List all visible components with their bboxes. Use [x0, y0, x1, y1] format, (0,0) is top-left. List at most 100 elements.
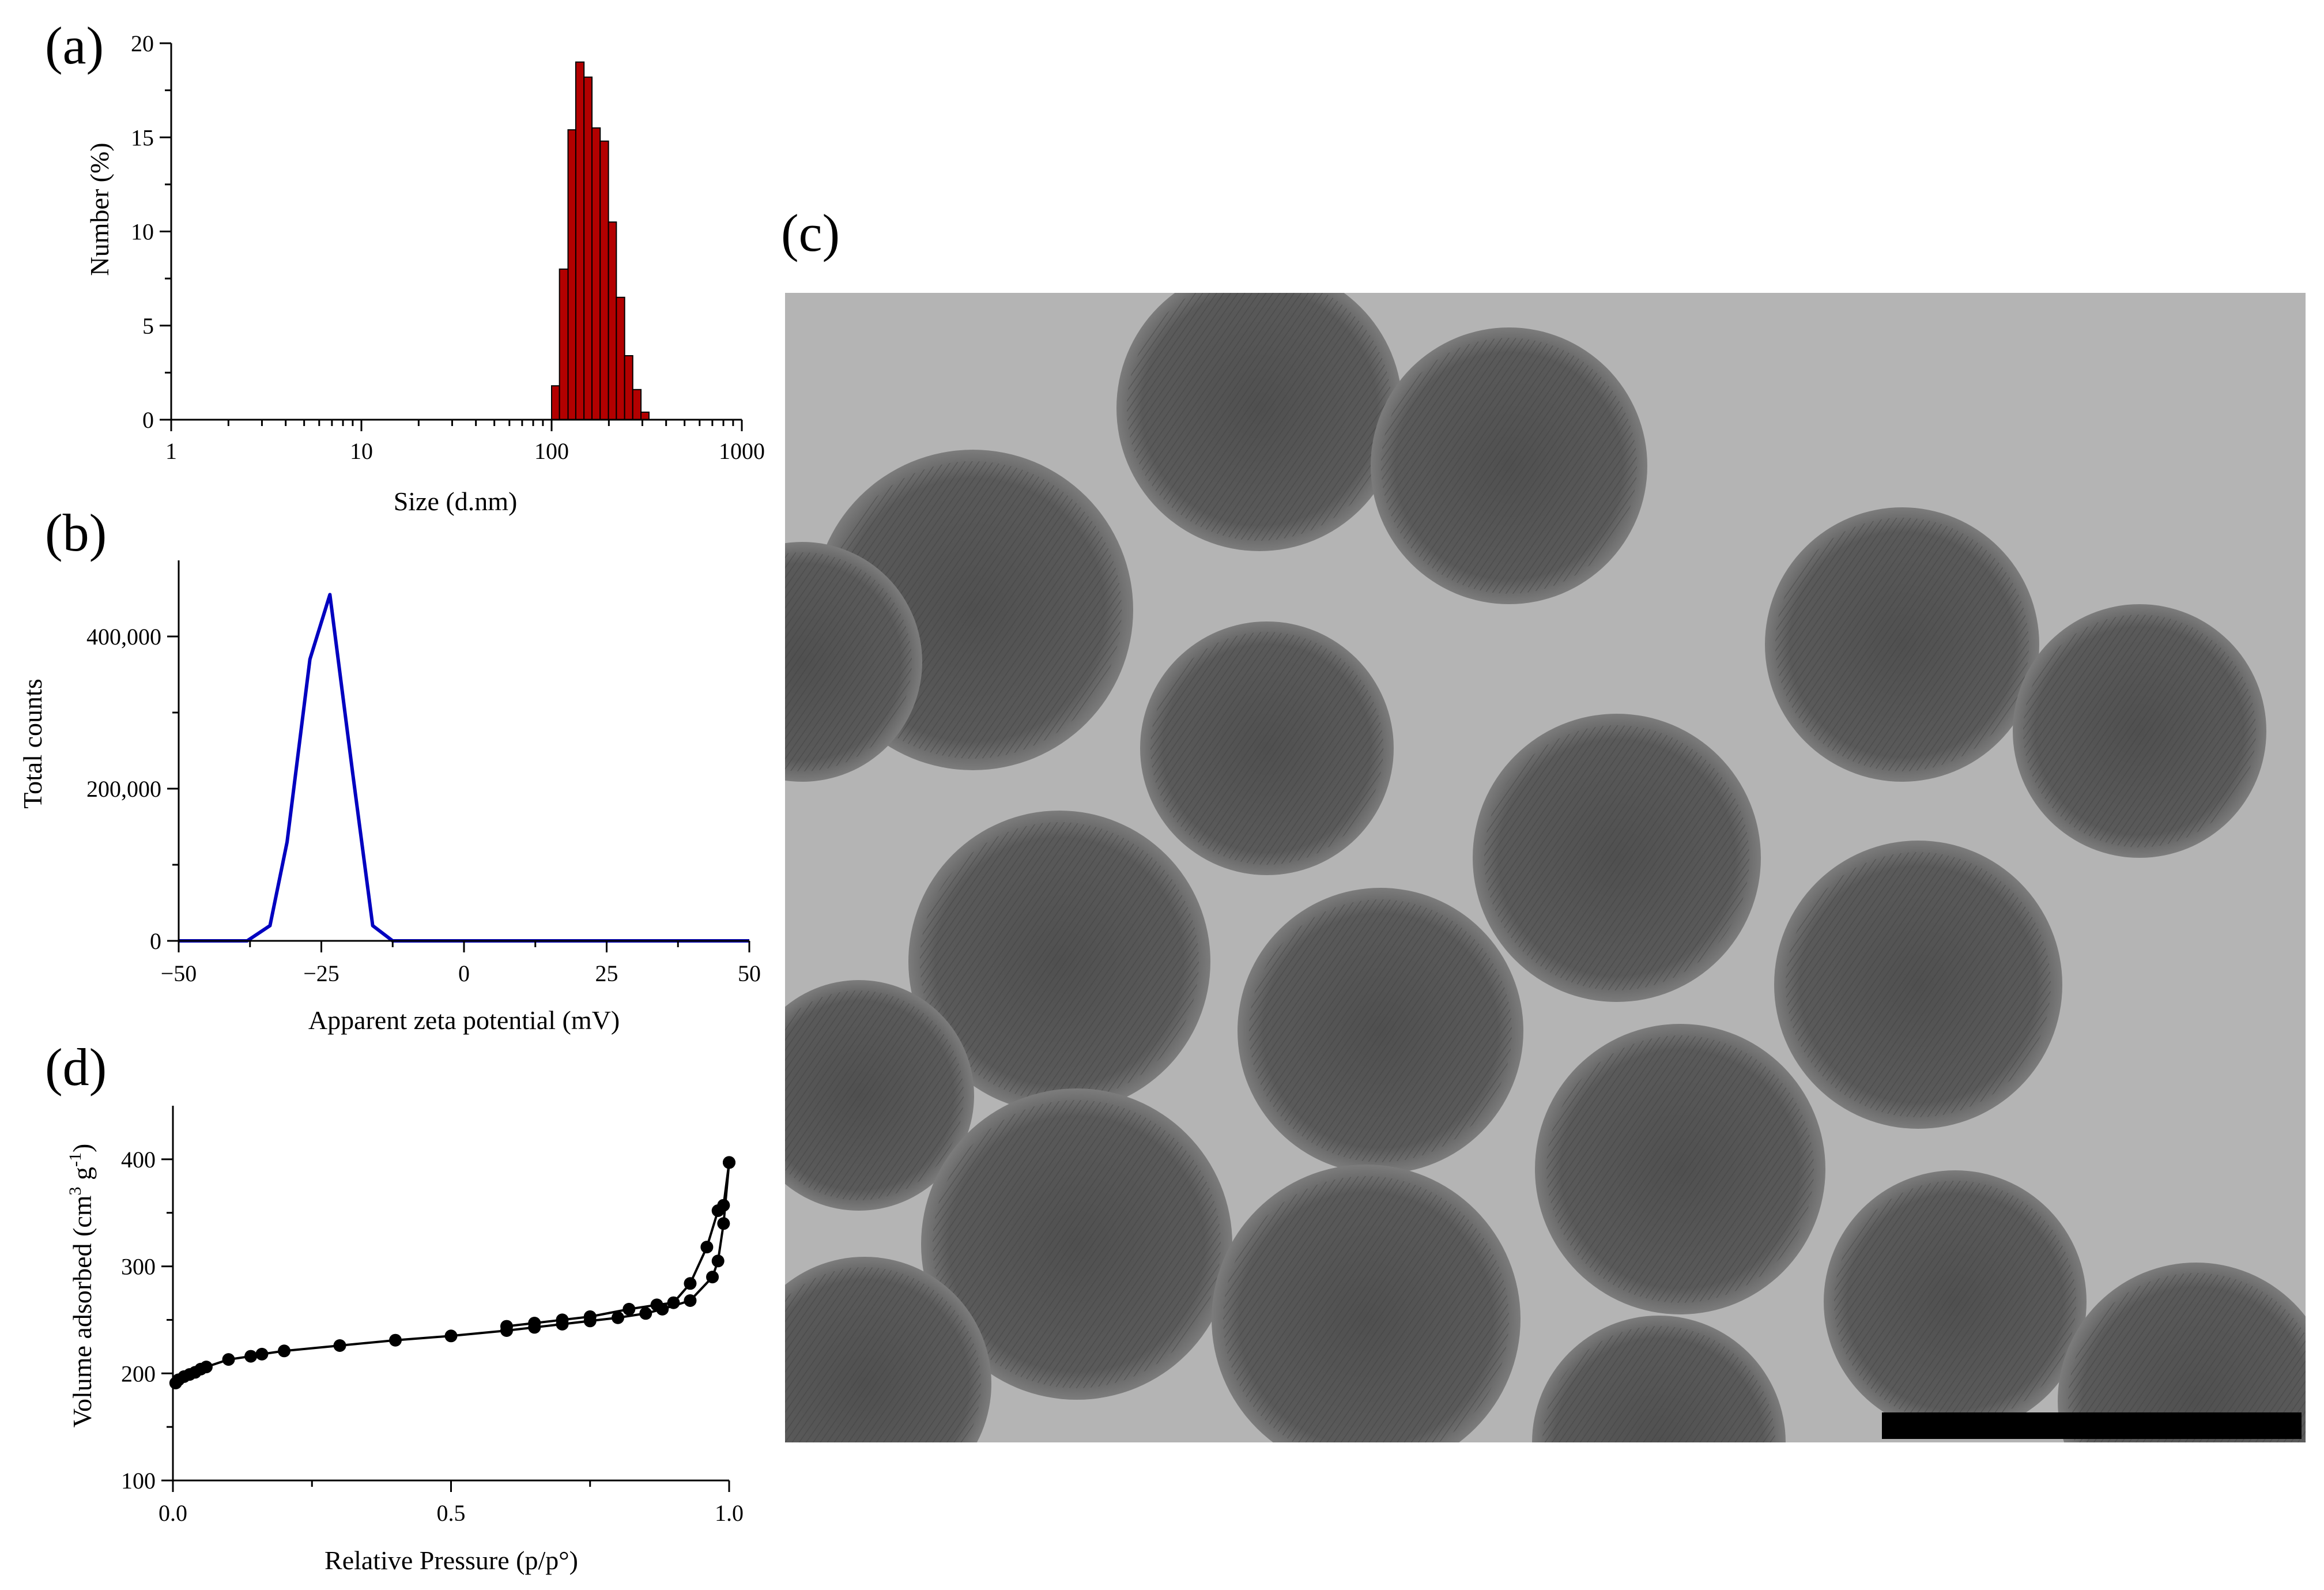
isotherm-series: [169, 1156, 735, 1389]
isotherm-y-title-main: Volume adsorbed (cm: [67, 1195, 97, 1427]
tem-particles: [785, 293, 2306, 1442]
size-x-tick-label: 1: [165, 438, 177, 464]
isotherm-y-title-sup1: 3: [66, 1186, 85, 1195]
particle: [908, 811, 1210, 1113]
particle: [1140, 621, 1394, 875]
adsorption-point: [333, 1339, 346, 1352]
size-y-tick-label: 5: [142, 313, 154, 339]
zeta-x-tick-label: 50: [738, 960, 761, 986]
size-bar: [551, 385, 560, 420]
size-bars: [551, 61, 650, 421]
particle: [1532, 1316, 1786, 1442]
zeta-y-tick-label: 0: [150, 928, 161, 954]
particle: [1212, 1165, 1521, 1442]
particle: [1774, 841, 2062, 1129]
size-bar: [583, 76, 593, 420]
particle: [1535, 1024, 1825, 1314]
desorption-point: [500, 1320, 513, 1333]
zeta-potential-chart: −50 −25 0 25 50 0 200,000 400,000 Apparent zeta…: [18, 560, 761, 1035]
particle: [1371, 327, 1647, 604]
size-x-tick-label: 10: [350, 438, 373, 464]
zeta-y-axis-title: Total counts: [18, 679, 47, 808]
zeta-x-axis-title: Apparent zeta potential (mV): [308, 1005, 620, 1035]
panel-label-a: (a): [45, 16, 104, 75]
panel-label-d: (d): [45, 1038, 107, 1097]
isotherm-y-tick-label: 300: [121, 1254, 156, 1280]
zeta-axes: −50 −25 0 25 50 0 200,000 400,000: [86, 560, 761, 986]
panel-label-c: (c): [781, 204, 840, 262]
size-y-tick-label: 10: [131, 219, 154, 245]
adsorption-point: [684, 1294, 697, 1307]
particle: [1238, 888, 1523, 1174]
isotherm-x-axis-title: Relative Pressure (p/p°): [325, 1546, 578, 1575]
zeta-x-tick-label: 25: [595, 960, 618, 986]
desorption-point: [528, 1317, 541, 1329]
adsorption-point: [389, 1333, 402, 1347]
particle: [785, 980, 974, 1211]
desorption-point: [684, 1277, 697, 1290]
size-bar: [575, 61, 585, 420]
size-bar: [591, 127, 601, 421]
isotherm-x-tick-label: 1.0: [715, 1500, 744, 1526]
size-x-tick-label: 100: [534, 438, 569, 464]
particle: [2058, 1263, 2306, 1442]
size-bar: [599, 140, 609, 420]
adsorption-point: [717, 1217, 730, 1230]
desorption-point: [650, 1298, 663, 1312]
zeta-series-line: [179, 593, 749, 943]
size-bar: [624, 355, 633, 420]
size-x-tick-label: 1000: [719, 438, 765, 464]
adsorption-point: [444, 1329, 458, 1343]
adsorption-point: [278, 1344, 290, 1358]
isotherm-y-title-mid: g: [67, 1167, 97, 1187]
size-bar: [616, 296, 625, 421]
adsorption-point: [711, 1254, 725, 1268]
particle: [1765, 507, 2039, 782]
isotherm-y-axis-title: Volume adsorbed (cm3 g-1): [66, 1144, 97, 1428]
particle: [1824, 1170, 2087, 1433]
size-bar: [559, 268, 569, 420]
tem-micrograph: [785, 293, 2306, 1442]
size-y-tick-label: 15: [131, 125, 154, 150]
particle: [1473, 714, 1761, 1002]
size-bar: [640, 411, 650, 421]
particle: [921, 1088, 1232, 1400]
adsorption-point: [639, 1307, 652, 1320]
zeta-y-tick-label: 200,000: [86, 776, 161, 802]
scale-bar: [1882, 1412, 2302, 1439]
zeta-x-tick-label: 0: [458, 960, 470, 986]
size-bar: [567, 129, 576, 420]
particle: [1116, 293, 1402, 551]
size-x-axis-title: Size (d.nm): [394, 487, 518, 516]
adsorption-point: [199, 1361, 213, 1374]
zeta-x-tick-label: −25: [303, 960, 339, 986]
isotherm-y-tick-label: 200: [121, 1361, 156, 1386]
size-distribution-chart: 1 10 100 1000 0 5 10 15 20 Size (d.nm) Number (%…: [85, 31, 765, 516]
adsorption-point: [612, 1311, 624, 1324]
desorption-point: [667, 1296, 680, 1309]
isotherm-chart: 0.0 0.5 1.0 100 200 300 400 Relative Pressure …: [66, 1106, 744, 1575]
zeta-x-tick-label: −50: [161, 960, 197, 986]
desorption-point: [583, 1310, 597, 1323]
size-axes: 1 10 100 1000 0 5 10 15 20: [131, 31, 765, 464]
size-bar: [608, 221, 617, 420]
isotherm-x-tick-label: 0.0: [159, 1500, 187, 1526]
panel-label-b: (b): [45, 503, 107, 562]
isotherm-y-title-end: ): [67, 1144, 97, 1152]
isotherm-y-title-sup2: -1: [66, 1152, 85, 1167]
zeta-y-tick-label: 400,000: [86, 624, 161, 650]
particle: [2013, 604, 2266, 858]
size-y-axis-title: Number (%): [85, 142, 114, 276]
size-bar: [632, 389, 642, 421]
isotherm-axes: 0.0 0.5 1.0 100 200 300 400: [121, 1106, 744, 1526]
particle: [785, 542, 922, 782]
isotherm-y-tick-label: 400: [121, 1147, 156, 1173]
desorption-point: [700, 1241, 714, 1254]
particle: [785, 1257, 991, 1442]
desorption-point: [723, 1156, 735, 1169]
size-y-tick-label: 20: [131, 31, 154, 56]
adsorption-point: [244, 1350, 258, 1363]
desorption-point: [711, 1204, 725, 1217]
size-y-tick-label: 0: [142, 407, 154, 433]
